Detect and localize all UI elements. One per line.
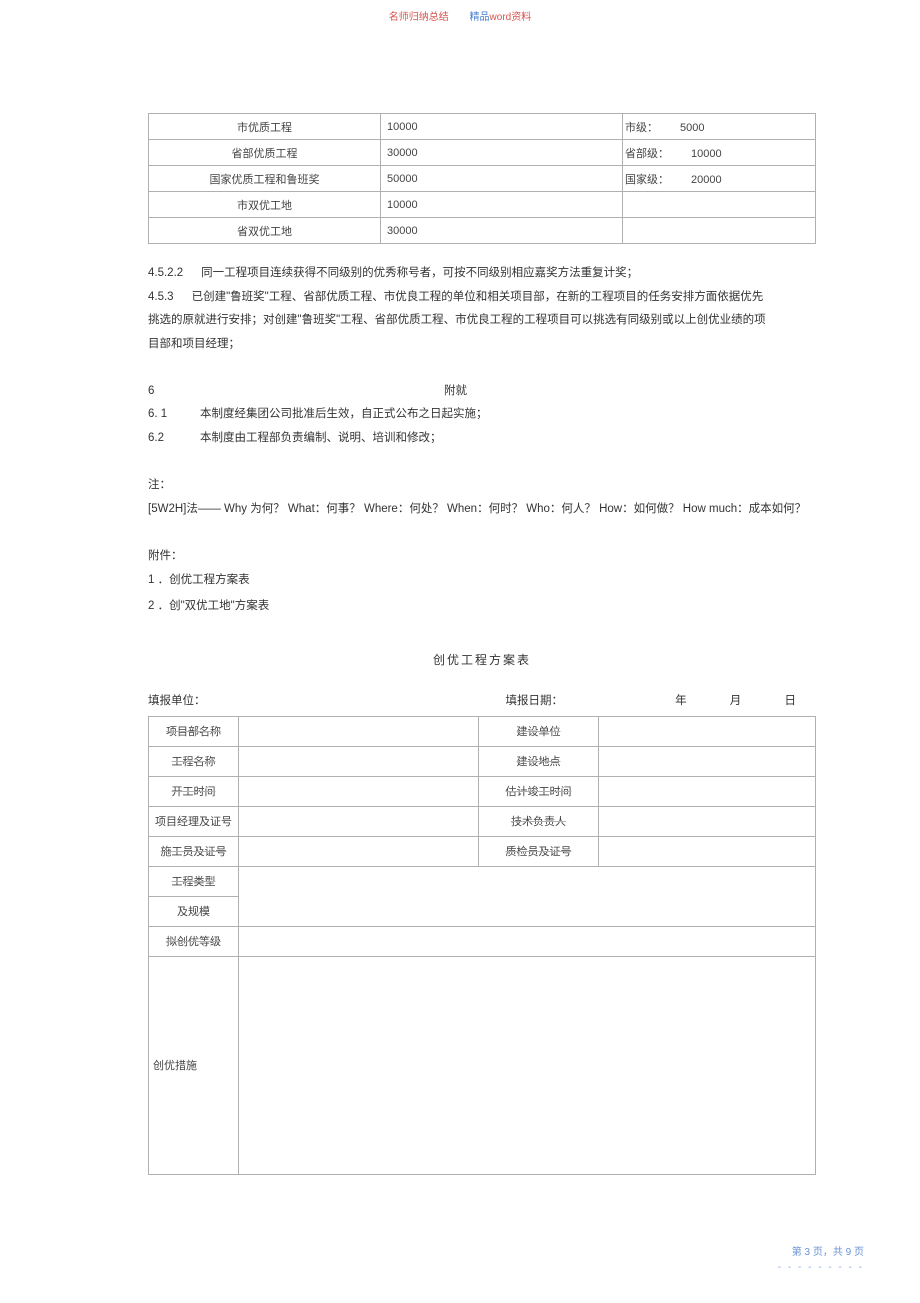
table-row: 开工时间 估计竣工时间 xyxy=(149,776,816,806)
page-header: 名师归纳总结 精品word资料 xyxy=(0,0,920,23)
award-amount: 10000 xyxy=(381,114,623,140)
section-title: 附就 xyxy=(444,385,467,397)
table-row: 市优质工程 10000 市级：5000 xyxy=(149,114,816,140)
section-number: 6 xyxy=(148,380,184,404)
form-value xyxy=(599,716,816,746)
table-row: 工程类型 xyxy=(149,866,816,896)
attachment-item: 2 ．创"双优工地"方案表 xyxy=(148,594,816,619)
note-label: 注： xyxy=(148,474,816,498)
table-row: 国家优质工程和鲁班奖 50000 国家级：20000 xyxy=(149,166,816,192)
content: 市优质工程 10000 市级：5000 省部优质工程 30000 省部级：100… xyxy=(0,113,920,1175)
table-row: 市双优工地 10000 xyxy=(149,192,816,218)
section-number: 6. 1 xyxy=(148,403,200,427)
paragraph: 同一工程项目连续获得不同级别的优秀称号者，可按不同级别相应嘉奖方法重复计奖； xyxy=(201,267,638,279)
header-blue: 精品 xyxy=(470,12,490,23)
paragraph: 本制度经集团公司批准后生效，自正式公布之日起实施； xyxy=(200,408,488,420)
paragraph: 目部和项目经理； xyxy=(148,333,816,357)
paragraph: 挑选的原就进行安排；对创建"鲁班奖"工程、省部优质工程、市优良工程的工程项目可以… xyxy=(148,309,816,333)
award-level xyxy=(623,218,816,244)
form-label: 及规模 xyxy=(149,896,239,926)
section-ref: 4.5.2.2 xyxy=(148,267,183,279)
award-amount: 30000 xyxy=(381,140,623,166)
award-level: 市级：5000 xyxy=(623,114,816,140)
award-name: 省部优质工程 xyxy=(149,140,381,166)
attachment-label: 附件： xyxy=(148,545,816,569)
form-title: 创优工程方案表 xyxy=(148,651,816,668)
paragraph: 本制度由工程部负责编制、说明、培训和修改； xyxy=(200,432,442,444)
award-level: 国家级：20000 xyxy=(623,166,816,192)
form-value xyxy=(599,836,816,866)
page-number: 第 3 页，共 9 页 xyxy=(778,1245,864,1260)
form-label: 开工时间 xyxy=(149,776,239,806)
table-row: 工程名称 建设地点 xyxy=(149,746,816,776)
paragraph: 已创建"鲁班奖"工程、省部优质工程、市优良工程的单位和相关项目部，在新的工程项目… xyxy=(192,291,764,303)
header-red2: word资料 xyxy=(490,12,532,23)
form-value xyxy=(239,926,816,956)
award-amount: 50000 xyxy=(381,166,623,192)
form-label: 施工员及证号 xyxy=(149,836,239,866)
form-value xyxy=(239,806,479,836)
form-label: 工程名称 xyxy=(149,746,239,776)
awards-table: 市优质工程 10000 市级：5000 省部优质工程 30000 省部级：100… xyxy=(148,113,816,244)
form-label: 建设单位 xyxy=(479,716,599,746)
table-row: 创优措施 xyxy=(149,956,816,1174)
form-value xyxy=(239,956,816,1174)
form-value xyxy=(599,776,816,806)
table-row: 拟创优等级 xyxy=(149,926,816,956)
table-row: 项目部名称 建设单位 xyxy=(149,716,816,746)
award-name: 市优质工程 xyxy=(149,114,381,140)
footer-dash: - - - - - - - - - xyxy=(778,1260,864,1275)
table-row: 项目经理及证号 技术负责人 xyxy=(149,806,816,836)
form-value xyxy=(599,806,816,836)
form-value xyxy=(239,866,816,926)
table-row: 施工员及证号 质检员及证号 xyxy=(149,836,816,866)
award-level xyxy=(623,192,816,218)
form-label: 技术负责人 xyxy=(479,806,599,836)
form-value xyxy=(239,746,479,776)
note-text: [5W2H]法—— Why 为何？ What：何事？ Where：何处？ Whe… xyxy=(148,498,816,522)
form-label: 创优措施 xyxy=(149,956,239,1174)
fill-info-row: 填报单位： 填报日期： 年 月 日 xyxy=(148,692,816,708)
page-footer: 第 3 页，共 9 页 - - - - - - - - - xyxy=(778,1245,864,1275)
plan-form-table: 项目部名称 建设单位 工程名称 建设地点 开工时间 估计竣工时间 项目经理及证号… xyxy=(148,716,816,1175)
form-label: 质检员及证号 xyxy=(479,836,599,866)
award-name: 国家优质工程和鲁班奖 xyxy=(149,166,381,192)
table-row: 省部优质工程 30000 省部级：10000 xyxy=(149,140,816,166)
form-value xyxy=(239,776,479,806)
award-level: 省部级：10000 xyxy=(623,140,816,166)
header-red: 名师归纳总结 xyxy=(389,12,449,23)
table-row: 省双优工地 30000 xyxy=(149,218,816,244)
fill-unit-label: 填报单位： xyxy=(148,692,206,708)
form-label: 拟创优等级 xyxy=(149,926,239,956)
fill-date-ymd: 年 月 日 xyxy=(675,692,816,708)
award-amount: 30000 xyxy=(381,218,623,244)
form-value xyxy=(239,836,479,866)
award-amount: 10000 xyxy=(381,192,623,218)
form-label: 估计竣工时间 xyxy=(479,776,599,806)
section-number: 6.2 xyxy=(148,427,200,451)
section-ref: 4.5.3 xyxy=(148,291,174,303)
award-name: 省双优工地 xyxy=(149,218,381,244)
form-label: 建设地点 xyxy=(479,746,599,776)
award-name: 市双优工地 xyxy=(149,192,381,218)
attachment-item: 1 ．创优工程方案表 xyxy=(148,568,816,593)
form-label: 项目经理及证号 xyxy=(149,806,239,836)
form-value xyxy=(239,716,479,746)
body-text: 4.5.2.2 同一工程项目连续获得不同级别的优秀称号者，可按不同级别相应嘉奖方法… xyxy=(148,262,816,619)
form-value xyxy=(599,746,816,776)
form-label: 项目部名称 xyxy=(149,716,239,746)
form-label: 工程类型 xyxy=(149,866,239,896)
fill-date-label: 填报日期： xyxy=(506,692,564,708)
